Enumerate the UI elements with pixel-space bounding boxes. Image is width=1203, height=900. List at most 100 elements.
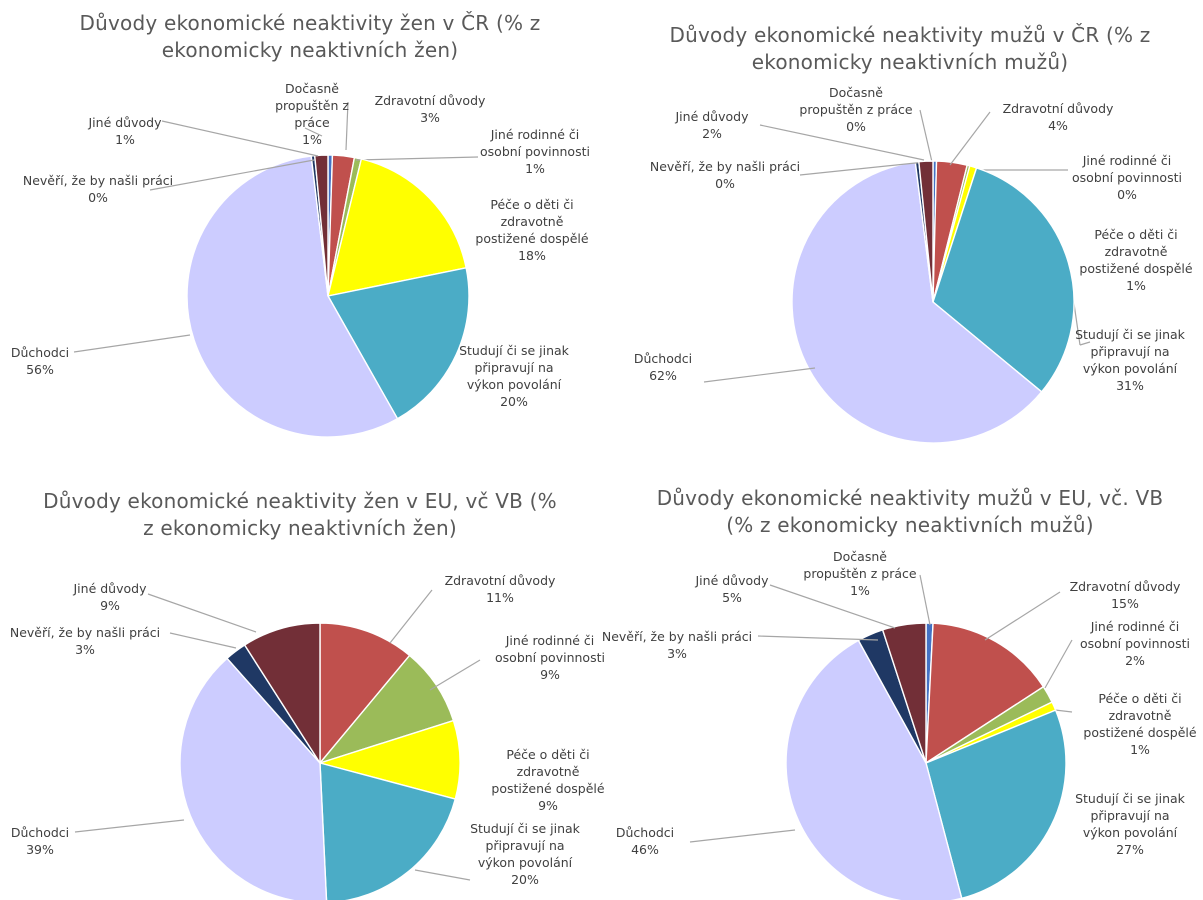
slice-data-label: Důchodci 46% (600, 824, 690, 858)
leader-line (919, 109, 933, 163)
leader-line (757, 635, 879, 641)
slice-value: 0% (715, 176, 735, 191)
leader-line (1044, 639, 1073, 689)
slice-value: 1% (1126, 278, 1146, 293)
chart-title: Důvody ekonomické neaktivity mužů v EU, … (656, 486, 1164, 537)
slice-data-label: Jiné důvody 2% (672, 108, 752, 142)
slice-data-label: Jiné rodinné či osobní povinnosti 1% (470, 126, 600, 177)
slice-name: Zdravotní důvody (444, 573, 556, 588)
slice-value: 18% (518, 248, 546, 263)
slice-name: Jiné rodinné či osobní povinnosti (480, 127, 590, 159)
slice-data-label: Jiné rodinné či osobní povinnosti 0% (1062, 152, 1192, 203)
slice-name: Zdravotní důvody (374, 93, 486, 108)
leader-line (169, 632, 237, 649)
leader-line (689, 829, 796, 843)
slice-value: 0% (1117, 187, 1137, 202)
slice-value: 1% (850, 583, 870, 598)
pie-slice (925, 622, 1045, 765)
slice-value: 2% (702, 126, 722, 141)
slice-name: Jiné rodinné či osobní povinnosti (1080, 619, 1190, 651)
slice-name: Zdravotní důvody (1069, 579, 1181, 594)
leader-line (984, 591, 1061, 641)
slice-data-label: Studují či se jinak připravují na výkon … (1060, 790, 1200, 858)
slice-name: Jiné rodinné či osobní povinnosti (495, 633, 605, 665)
slice-data-label: Jiné důvody 1% (86, 114, 164, 148)
slice-name: Důchodci (10, 345, 70, 360)
slice-value: 5% (722, 590, 742, 605)
slice-name: Jiné důvody (88, 115, 162, 130)
slice-value: 39% (26, 842, 54, 857)
slice-data-label: Nevěří, že by našli práci 3% (0, 624, 170, 658)
slice-name: Studují či se jinak připravují na výkon … (1075, 327, 1185, 376)
leader-line (769, 584, 896, 629)
slice-data-label: Nevěří, že by našli práci 0% (645, 158, 805, 192)
slice-name: Nevěří, že by našli práci (649, 159, 801, 174)
slice-value: 31% (1116, 378, 1144, 393)
slice-data-label: Zdravotní důvody 4% (988, 100, 1128, 134)
slice-value: 0% (88, 190, 108, 205)
pie-slice (327, 158, 467, 297)
slice-data-label: Péče o děti či zdravotně postižené dospě… (1068, 226, 1203, 294)
pie-slice (186, 155, 399, 438)
slice-data-label: Péče o děti či zdravotně postižené dospě… (462, 196, 602, 264)
slice-data-label: Jiné důvody 9% (70, 580, 150, 614)
slice-data-label: Dočasně propuštěn z práce 0% (796, 84, 916, 135)
leader-line (1054, 709, 1073, 713)
slice-name: Nevěří, že by našli práci (601, 629, 753, 644)
slice-data-label: Jiné rodinné či osobní povinnosti 2% (1065, 618, 1203, 669)
slice-value: 20% (500, 394, 528, 409)
pie-slice (918, 160, 934, 303)
slice-name: Jiné důvody (695, 573, 769, 588)
slice-value: 11% (486, 590, 514, 605)
slice-value: 3% (420, 110, 440, 125)
pie-slice (785, 639, 963, 900)
leader-line (799, 161, 926, 176)
slice-data-label: Dočasně propuštěn z práce 1% (257, 80, 367, 148)
leader-line (949, 111, 991, 166)
slice-data-label: Studují či se jinak připravují na výkon … (1060, 326, 1200, 394)
slice-data-label: Zdravotní důvody 3% (360, 92, 500, 126)
slice-value: 15% (1111, 596, 1139, 611)
leader-line (355, 156, 479, 161)
pie-slice (243, 622, 321, 766)
slice-value: 27% (1116, 842, 1144, 857)
leader-line (161, 120, 319, 157)
slice-value: 62% (649, 368, 677, 383)
slice-name: Péče o děti či zdravotně postižené dospě… (1083, 691, 1197, 740)
leader-line (919, 574, 931, 626)
pie-slice (881, 622, 927, 764)
leader-line (759, 124, 925, 161)
pie-slice (317, 719, 461, 800)
slice-value: 0% (846, 119, 866, 134)
slice-value: 1% (302, 132, 322, 147)
chart-title: Důvody ekonomické neaktivity mužů v ČR (… (669, 23, 1151, 74)
slice-value: 1% (115, 132, 135, 147)
slice-data-label: Jiné rodinné či osobní povinnosti 9% (480, 632, 620, 683)
pie-slice (326, 267, 470, 420)
chart-title: Důvody ekonomické neaktivity žen v EU, v… (43, 489, 557, 540)
leader-line (73, 334, 191, 353)
slice-name: Nevěří, že by našli práci (22, 173, 174, 188)
slice-value: 9% (540, 667, 560, 682)
slice-data-label: Dočasně propuštěn z práce 1% (800, 548, 920, 599)
leader-line (149, 157, 326, 191)
slice-data-label: Důchodci 62% (618, 350, 708, 384)
slice-data-label: Studují či se jinak připravují na výkon … (452, 342, 576, 410)
leader-line (147, 593, 257, 633)
slice-value: 1% (525, 161, 545, 176)
slice-name: Důchodci (633, 351, 693, 366)
slice-data-label: Nevěří, že by našli práci 3% (592, 628, 762, 662)
slice-data-label: Péče o děti či zdravotně postižené dospě… (480, 746, 616, 814)
pie-slice (179, 657, 328, 900)
leader-line (414, 869, 471, 881)
slice-value: 9% (538, 798, 558, 813)
pie-slice (925, 709, 1067, 900)
pie-slice (317, 654, 455, 765)
slice-value: 3% (667, 646, 687, 661)
slice-name: Dočasně propuštěn z práce (275, 81, 349, 130)
slice-name: Péče o děti či zdravotně postižené dospě… (491, 747, 605, 796)
leader-line (345, 101, 349, 151)
slice-value: 56% (26, 362, 54, 377)
